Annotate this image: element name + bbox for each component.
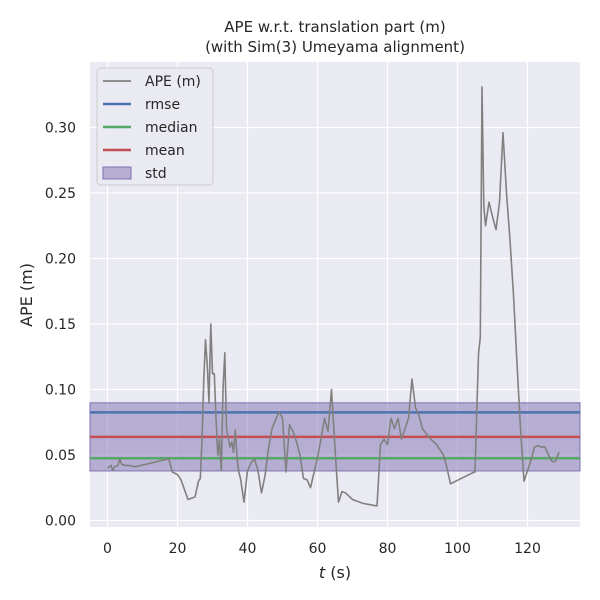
legend: APE (m) rmse median mean std <box>96 67 214 186</box>
legend-label: mean <box>145 143 185 159</box>
y-tick-label: 0.05 <box>45 448 76 464</box>
x-tick-label: 60 <box>309 541 327 557</box>
x-tick-label: 80 <box>379 541 397 557</box>
ape-series-line <box>107 86 560 507</box>
chart-subtitle: (with Sim(3) Umeyama alignment) <box>205 38 465 56</box>
y-tick-label: 0.20 <box>45 251 76 267</box>
x-axis-label-unit: (s) <box>325 563 351 582</box>
y-tick-label: 0.10 <box>45 382 76 398</box>
legend-label: std <box>145 166 167 182</box>
legend-box <box>96 67 214 186</box>
legend-swatch-std <box>102 166 132 180</box>
y-tick-label: 0.15 <box>45 317 76 333</box>
chart-title: APE w.r.t. translation part (m) <box>224 18 445 36</box>
y-tick-label: 0.25 <box>45 186 76 202</box>
x-tick-label: 0 <box>103 541 112 557</box>
legend-label: APE (m) <box>145 74 201 90</box>
x-axis-label: t (s) <box>319 563 351 582</box>
x-tick-label: 40 <box>239 541 257 557</box>
ape-line-layer <box>107 86 560 507</box>
x-tick-label: 20 <box>169 541 187 557</box>
legend-label: rmse <box>145 97 180 113</box>
tick-labels: 0 20 40 60 80 100 120 0.00 0.05 0.10 0.15 0.20 0.25 0… <box>45 120 541 557</box>
y-tick-label: 0.30 <box>45 120 76 136</box>
x-axis-label-var: t <box>319 563 326 582</box>
x-tick-label: 100 <box>444 541 471 557</box>
y-axis-label: APE (m) <box>17 263 36 327</box>
x-tick-label: 120 <box>514 541 541 557</box>
y-tick-label: 0.00 <box>45 513 76 529</box>
legend-label: median <box>145 120 197 136</box>
